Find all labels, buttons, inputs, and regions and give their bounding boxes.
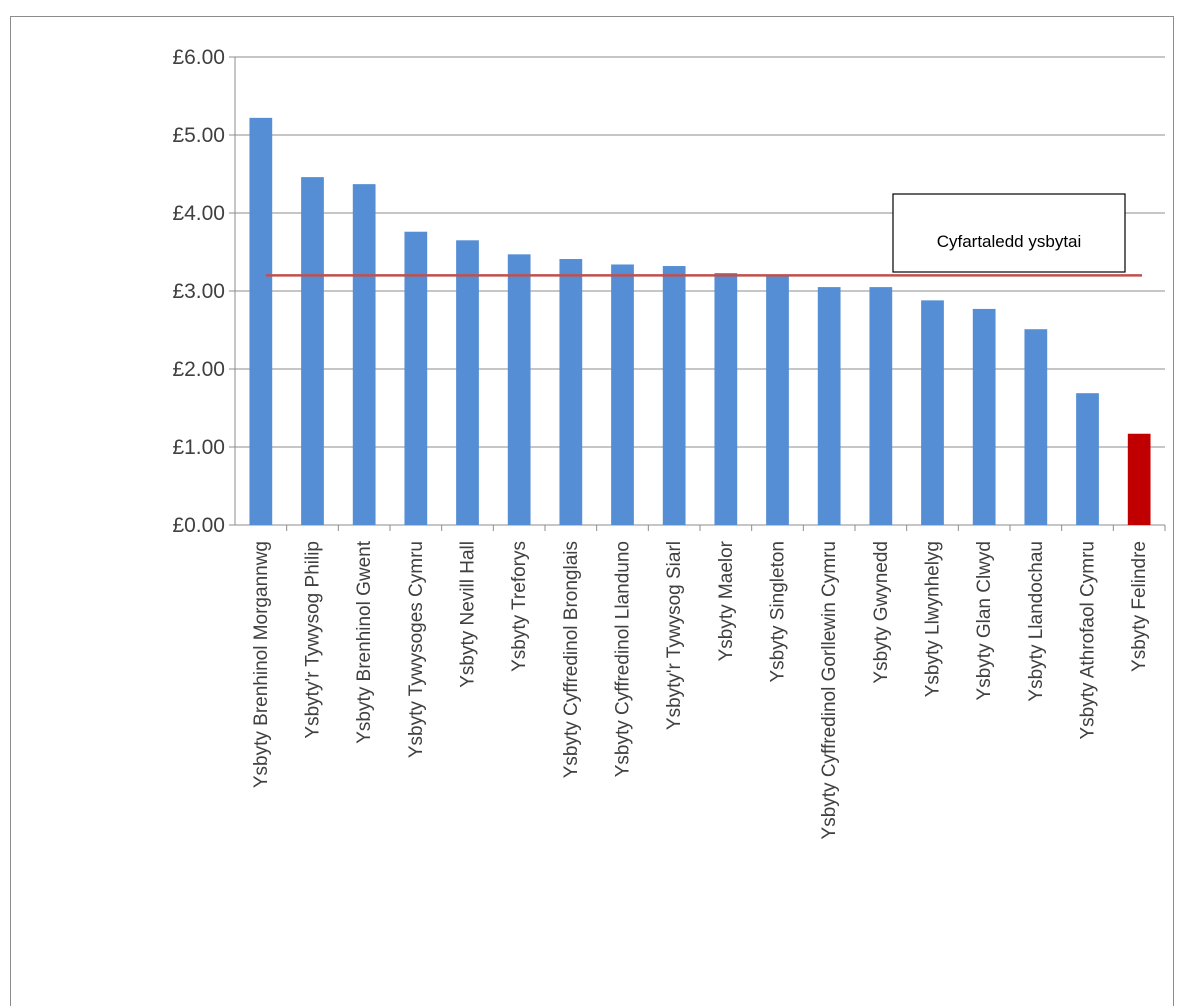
- bar: [766, 275, 789, 525]
- reference-line-group: Cyfartaledd ysbytai: [266, 193, 1142, 277]
- bar: [1024, 329, 1048, 525]
- y-tick-label: £6.00: [172, 46, 225, 69]
- bar: [404, 231, 428, 525]
- bar: [869, 287, 893, 525]
- bar: [352, 184, 376, 525]
- x-tick-label: Ysbyty'r Tywysog Philip: [303, 541, 324, 739]
- y-tick-label: £4.00: [172, 202, 225, 225]
- x-tick-label: Ysbyty Cyffredinol Llanduno: [613, 541, 634, 777]
- x-tick-label: Ysbyty Brenhinol Morgannwg: [251, 541, 272, 788]
- bar-chart: Cyfartaledd ysbytai £0.00 £1.00 £2.00 £3.00…: [172, 46, 1166, 839]
- x-tick-label: Ysbyty Cyffredinol Bronglais: [561, 541, 582, 778]
- average-label-box: [892, 193, 1126, 273]
- x-tick-label: Ysbyty Brenhinol Gwent: [354, 540, 375, 743]
- x-tick-label: Ysbyty Cyffredinol Gorllewin Cymru: [819, 541, 840, 839]
- bar: [456, 240, 479, 526]
- bar: [662, 266, 686, 525]
- bars: [249, 117, 1151, 526]
- bar: [559, 259, 583, 525]
- x-tick-label: Ysbyty Llandochau: [1026, 541, 1047, 702]
- bar: [507, 254, 531, 525]
- x-tick-label: Ysbyty Glan Clwyd: [974, 541, 995, 700]
- x-tick-label: Ysbyty Felindre: [1129, 541, 1150, 672]
- bar: [1076, 393, 1099, 525]
- x-tick-label: Ysbyty Singleton: [768, 541, 789, 683]
- bar: [1127, 433, 1151, 525]
- x-tick-label: Ysbyty Maelor: [716, 540, 737, 661]
- average-label: Cyfartaledd ysbytai: [937, 232, 1082, 251]
- y-tick-label: £5.00: [172, 124, 225, 147]
- gridlines: [235, 56, 1165, 448]
- bar: [972, 308, 996, 525]
- y-tick-label: £3.00: [172, 280, 225, 303]
- bar: [249, 117, 273, 525]
- x-tick-label: Ysbyty Gwynedd: [871, 541, 892, 684]
- chart-frame: Cyfartaledd ysbytai £0.00 £1.00 £2.00 £3.00…: [10, 16, 1174, 1006]
- axes: [229, 56, 1166, 531]
- bar: [714, 273, 738, 525]
- bar: [301, 177, 324, 525]
- y-tick-label: £0.00: [172, 514, 225, 537]
- x-tick-label: Ysbyty Nevill Hall: [458, 541, 479, 688]
- x-tick-label: Ysbyty Treforys: [509, 541, 530, 672]
- x-tick-label: Ysbyty Tywysoges Cymru: [406, 541, 427, 758]
- y-tick-label: £2.00: [172, 358, 225, 381]
- x-tick-label: Ysbyty Llwynhelyg: [923, 541, 944, 697]
- x-tick-label: Ysbyty'r Tywysog Siarl: [664, 541, 685, 730]
- bar: [611, 264, 634, 525]
- labels: £0.00 £1.00 £2.00 £3.00 £4.00 £5.00 £6.00 Ysbyt…: [172, 46, 1150, 839]
- x-tick-label: Ysbyty Athrofaol Cymru: [1078, 541, 1099, 740]
- bar: [921, 300, 944, 525]
- y-tick-label: £1.00: [172, 436, 225, 459]
- bar: [817, 287, 841, 525]
